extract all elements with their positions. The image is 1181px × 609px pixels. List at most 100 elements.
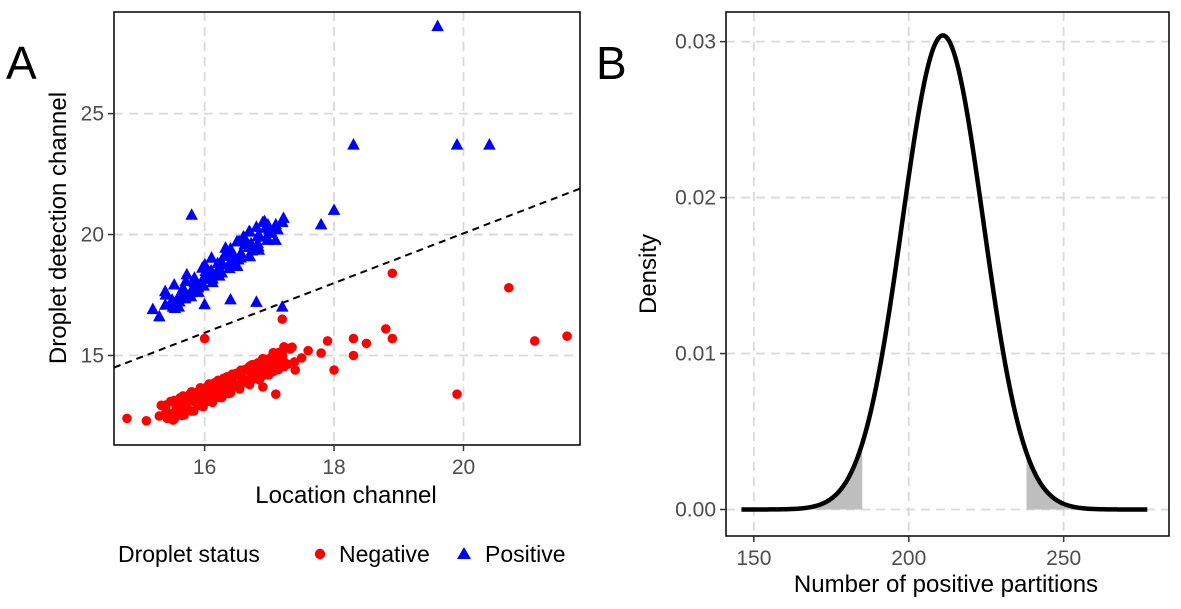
positive-point [242,224,256,237]
positive-point [188,275,201,288]
y-tick-label: 20 [81,224,104,247]
panel-b-y-axis-title: Density [635,234,662,314]
positive-point [196,272,210,284]
positive-point [251,229,265,242]
panel-a: A 16 18 20 15 20 25 Location channel Droplet… [6,11,581,509]
legend-title: Droplet status [118,541,260,567]
positive-point [198,257,212,270]
positive-point [483,138,496,150]
x-tick-label: 250 [1046,547,1081,570]
positive-point [146,302,160,315]
positive-point [275,300,289,312]
positive-point [180,267,194,280]
legend-negative-key [314,548,326,560]
panel-a-tag: A [6,37,37,89]
negative-point [279,342,289,352]
positive-point [232,234,246,247]
y-tick-label: 25 [81,103,104,126]
positive-point [431,19,444,32]
panel-b-tag: B [596,37,627,89]
negative-point [562,331,572,341]
positive-point [238,231,251,243]
y-tick-label: 15 [81,344,104,367]
negative-point [361,338,372,349]
negative-point [387,268,398,279]
panel-a-y-axis-title: Droplet detection channel [45,92,72,364]
positive-point [250,295,263,307]
panel-b-x-ticks: 150 200 250 [736,536,1081,570]
positive-point [158,298,172,310]
negative-point [387,333,398,344]
negative-point [270,354,280,365]
negative-point [208,384,218,395]
negative-point [162,408,172,419]
positive-point [450,138,464,150]
x-tick-label: 150 [736,547,771,570]
positive-point [251,236,264,249]
y-tick-label: 0.00 [675,498,716,521]
panel-b-frame [725,11,1170,537]
panel-b-x-axis-title: Number of positive partitions [794,571,1098,598]
negative-point [529,336,540,346]
positive-point [179,274,193,287]
negative-point [290,365,301,375]
legend-negative-label: Negative [339,541,430,567]
x-tick-label: 16 [193,456,216,479]
positive-point [219,241,232,253]
negative-point [185,389,195,399]
shaded-tail-area [741,443,863,510]
positive-point [223,256,236,268]
panel-a-negative-points [122,268,572,426]
negative-point [296,353,307,363]
negative-point [316,348,326,358]
negative-point [329,365,339,375]
panel-b-shaded-tails [741,443,1148,510]
x-tick-label: 200 [891,547,926,570]
panel-a-gridlines [114,12,580,445]
positive-point [271,222,284,235]
positive-point [314,217,328,230]
positive-point [153,309,166,322]
positive-point [347,138,360,150]
negative-point [279,357,289,367]
positive-point [234,246,248,258]
positive-point [277,211,290,223]
panel-a-y-ticks: 15 20 25 [81,103,114,367]
negative-point [258,382,268,392]
positive-point [269,233,282,245]
y-tick-label: 0.02 [675,187,716,210]
negative-point [504,282,514,293]
x-tick-label: 18 [322,456,345,479]
negative-point [348,333,359,344]
negative-point [381,324,391,334]
shaded-tail-area [1026,452,1148,510]
negative-point [182,396,193,407]
negative-point [303,345,313,356]
positive-point [205,251,218,263]
legend-positive-key [457,547,471,559]
positive-point [327,203,341,215]
panel-b-density-curve [740,33,1149,512]
negative-point [141,416,152,426]
panel-b-y-ticks: 0.00 0.01 0.02 0.03 [675,31,726,521]
positive-point [258,214,271,227]
negative-point [289,357,300,367]
negative-point [199,333,210,344]
panel-a-positive-points [146,19,496,322]
positive-point [250,220,263,232]
negative-point [122,413,132,424]
panel-a-x-axis-title: Location channel [255,482,436,509]
positive-point [167,277,181,290]
y-tick-label: 0.01 [675,343,716,366]
negative-point [271,389,281,400]
panel-a-x-ticks: 16 18 20 [193,445,475,479]
negative-point [348,350,359,361]
positive-point [186,282,200,294]
positive-point [224,292,237,305]
positive-point [260,230,274,242]
panel-b: B 150 200 250 0.00 0.01 0.02 0.03 Number of p… [596,11,1170,598]
positive-point [185,208,198,220]
negative-point [277,314,288,325]
positive-point [177,286,190,298]
